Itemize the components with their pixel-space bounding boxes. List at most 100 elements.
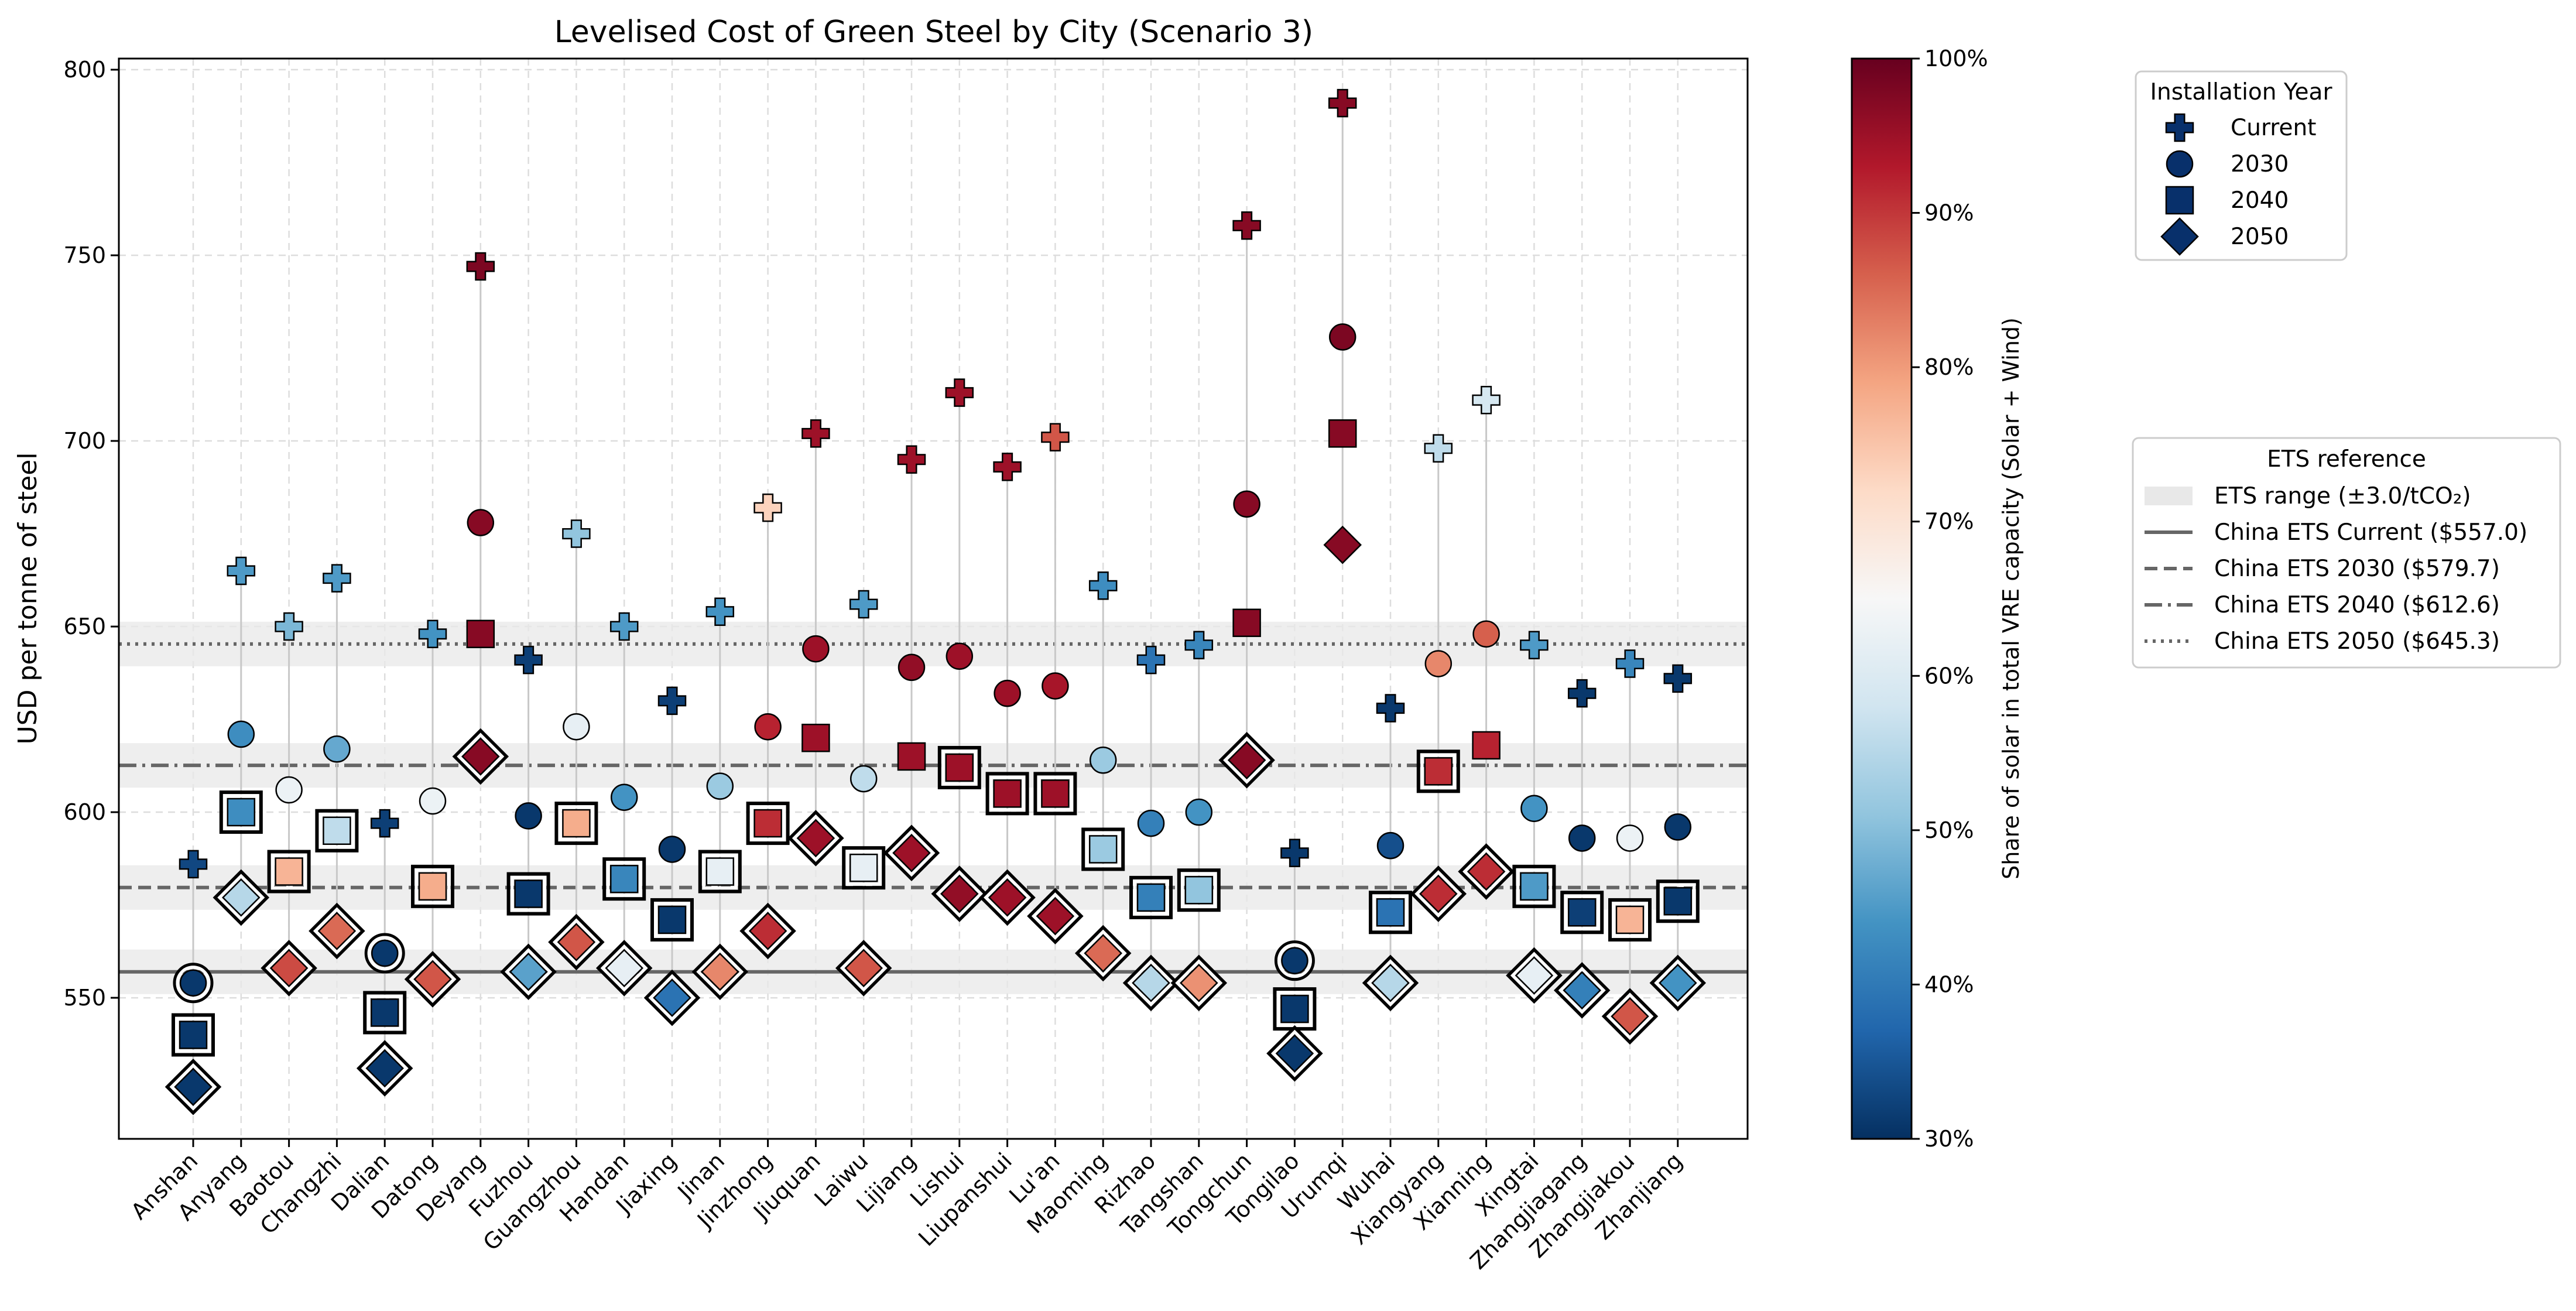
marker-current-zhanjiang — [1663, 664, 1693, 693]
marker-current-jinan — [705, 597, 735, 626]
colorbar-tick-label: 80% — [1924, 354, 1974, 380]
marker-2030-zhanjiang — [1664, 813, 1692, 841]
marker-2040-deyang — [466, 619, 495, 648]
marker-2050-fuzhou — [500, 943, 557, 1000]
marker-2050-datong — [404, 951, 461, 1008]
y-axis-ticks: 550 600 650 700 750 800 — [63, 57, 119, 1011]
marker-2040-xianning — [1472, 731, 1501, 760]
colorbar-tick-label: 100% — [1924, 46, 1988, 71]
marker-2050-xingtai — [1506, 947, 1563, 1004]
marker-current-lishui — [945, 378, 974, 407]
marker-2050-zhangjiagang — [1553, 962, 1611, 1019]
marker-2050-tongilao — [1266, 1025, 1323, 1082]
plot-frame — [118, 57, 1749, 1140]
marker-2050-zhanjiang — [1649, 954, 1707, 1011]
y-tick-label: 600 — [63, 799, 106, 825]
marker-2040-baotou — [267, 850, 311, 894]
marker-2040-xingtai — [1512, 864, 1556, 908]
marker-2050-tangshan — [1170, 954, 1228, 1011]
legend-ets-title: ETS reference — [2267, 446, 2426, 473]
marker-current-tongchun — [1232, 211, 1261, 240]
marker-current-fuzhou — [514, 645, 543, 675]
colorbar-label: Share of solar in total VRE capacity (So… — [1998, 317, 2024, 879]
legend-year-label: 2040 — [2231, 187, 2289, 214]
x-axis-ticks: AnshanAnyangBaotouChangzhiDalianDatongDe… — [126, 1139, 1687, 1274]
colorbar-tick-label: 70% — [1924, 509, 1974, 535]
marker-2030-tangshan — [1185, 798, 1213, 826]
colorbar-tick-label: 40% — [1924, 971, 1974, 997]
marker-2050-tongchun — [1218, 732, 1275, 789]
marker-2030-jiaxing — [658, 836, 686, 863]
marker-2050-anshan — [165, 1058, 222, 1115]
y-tick-label: 700 — [63, 428, 106, 454]
marker-2040-jiaxing — [650, 898, 694, 942]
legend-year-label: 2030 — [2231, 151, 2289, 177]
marker-2050-guangzhou — [548, 913, 605, 971]
marker-current-anyang — [227, 556, 256, 586]
marker-2040-jinzhong — [746, 802, 790, 846]
marker-current-jinzhong — [753, 493, 782, 522]
marker-current-wuhai — [1376, 694, 1405, 723]
marker-current-handan — [609, 612, 639, 641]
marker-2050-wuhai — [1362, 954, 1419, 1011]
marker-2030-deyang — [467, 509, 495, 536]
marker-current-liupanshui — [993, 453, 1022, 481]
marker-2030-luan — [1042, 672, 1069, 700]
legend-installation-year: Installation Year Current 2030 2040 2050 — [2135, 70, 2348, 261]
legend-year-label: 2050 — [2231, 224, 2289, 250]
marker-2030-dalian — [364, 933, 405, 974]
marker-2050-jiuquan — [787, 810, 844, 867]
marker-2040-wuhai — [1369, 891, 1412, 935]
colorbar-tick-label: 50% — [1924, 817, 1974, 843]
y-tick-label: 800 — [63, 57, 106, 83]
marker-2030-tongchun — [1233, 490, 1260, 518]
marker-current-xianning — [1472, 386, 1501, 415]
marker-2040-zhangjiakou — [1608, 898, 1652, 942]
legend-year-label: Current — [2231, 115, 2316, 141]
marker-2030-fuzhou — [515, 802, 542, 830]
colorbar-tick-label: 60% — [1924, 663, 1974, 689]
marker-current-dalian — [370, 809, 399, 838]
marker-current-lijiang — [897, 445, 926, 474]
marker-current-luan — [1041, 423, 1070, 451]
legend-year-marker-current — [2165, 113, 2194, 142]
legend-ets-band-swatch — [2145, 487, 2193, 505]
marker-current-urumqi — [1328, 88, 1357, 118]
marker-2030-anshan — [173, 963, 214, 1004]
marker-2030-urumqi — [1328, 323, 1356, 351]
marker-2040-dalian — [363, 991, 407, 1035]
marker-2030-xiangyang — [1424, 650, 1453, 677]
legend-ets-label: China ETS 2040 ($612.6) — [2214, 592, 2500, 618]
marker-2030-lijiang — [898, 653, 926, 682]
marker-2030-rizhao — [1137, 809, 1165, 837]
marker-current-datong — [418, 619, 447, 648]
marker-2030-liupanshui — [994, 679, 1021, 707]
legend-year-marker-2050 — [2160, 217, 2199, 256]
marker-2030-guangzhou — [563, 713, 590, 741]
marker-2050-rizhao — [1122, 954, 1180, 1011]
marker-2040-liupanshui — [985, 772, 1029, 816]
marker-current-xingtai — [1520, 631, 1549, 659]
marker-2050-liupanshui — [979, 869, 1036, 926]
marker-2040-zhanjiang — [1656, 879, 1700, 923]
marker-2030-handan — [610, 783, 638, 811]
marker-2050-jinan — [691, 943, 749, 1000]
marker-current-deyang — [466, 252, 495, 281]
colorbar — [1851, 57, 1913, 1140]
marker-2030-lishui — [946, 642, 974, 670]
marker-2030-laiwu — [849, 765, 878, 793]
marker-2040-zhangjiagang — [1560, 891, 1604, 935]
marker-current-anshan — [179, 850, 208, 879]
marker-2050-xianning — [1458, 843, 1515, 900]
marker-2040-jiuquan — [801, 724, 830, 752]
legend-ets-reference: ETS reference ETS range (±3.0/tCO₂) China… — [2132, 437, 2561, 669]
marker-2030-baotou — [275, 776, 303, 804]
marker-current-jiaxing — [657, 686, 687, 716]
marker-current-zhangjiagang — [1567, 679, 1597, 708]
marker-2050-deyang — [452, 728, 509, 785]
marker-2040-lijiang — [897, 742, 926, 771]
marker-2050-baotou — [261, 940, 317, 997]
marker-2050-maoming — [1074, 925, 1132, 982]
plot-area — [119, 59, 1748, 1139]
